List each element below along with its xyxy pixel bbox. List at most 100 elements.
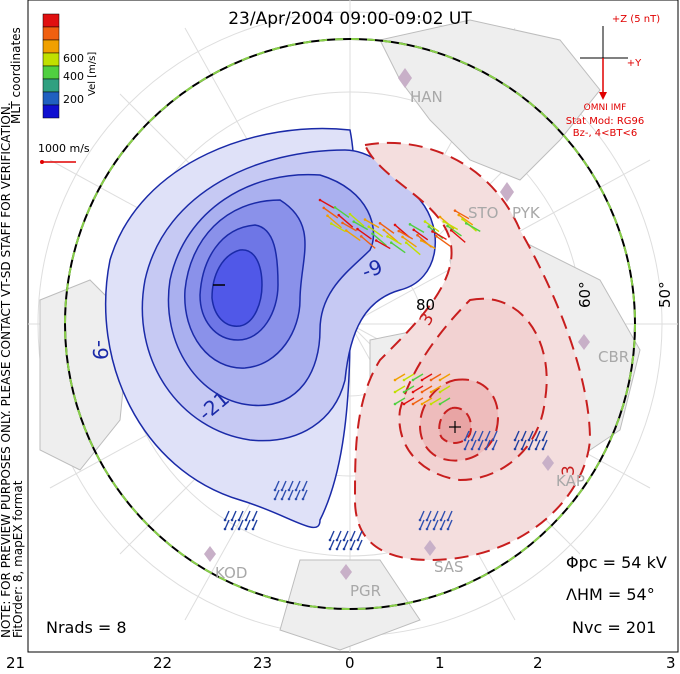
velocity-vector-origin — [393, 378, 397, 382]
velocity-vector-origin — [420, 378, 424, 382]
velocity-vector-origin — [411, 378, 415, 382]
velocity-vector-origin — [404, 241, 408, 245]
velocity-vector-origin — [429, 390, 433, 394]
velocity-vector — [345, 229, 361, 242]
velocity-vector — [450, 229, 466, 243]
velocity-vector — [542, 430, 548, 441]
velocity-vector — [327, 215, 342, 229]
imf-condition: Bz-, 4<BT<6 — [573, 128, 638, 139]
velocity-vector-origin — [328, 547, 332, 551]
velocity-vector-origin — [541, 438, 545, 442]
velocity-vector — [252, 519, 258, 530]
velocity-vector-origin — [335, 538, 339, 542]
colorbar-swatch — [42, 13, 60, 28]
velocity-vector-origin — [484, 438, 488, 442]
velocity-vector — [403, 397, 415, 405]
velocity-vector-origin — [294, 488, 298, 492]
velocity-vector — [390, 242, 406, 254]
velocity-vector — [329, 530, 335, 541]
mlt-label-23: 23 — [253, 654, 272, 672]
velocity-vector-origin — [349, 547, 353, 551]
velocity-vector-origin — [491, 438, 495, 442]
velocity-vector — [471, 430, 477, 441]
lat-label-50: 50° — [656, 281, 674, 308]
velocity-vector — [281, 489, 287, 500]
velocity-vector — [402, 236, 417, 248]
mlt-label-22: 22 — [153, 654, 172, 672]
mlt-label-21: 21 — [6, 654, 25, 672]
velocity-vector — [478, 430, 484, 441]
velocity-vector — [394, 397, 406, 405]
velocity-vector-origin — [397, 229, 401, 233]
velocity-vector — [535, 430, 541, 441]
velocity-vector-origin — [442, 220, 446, 223]
velocity-vector-origin — [464, 222, 468, 225]
velocity-vector — [420, 239, 436, 250]
velocity-vector — [379, 222, 395, 234]
velocity-vector — [430, 373, 442, 381]
velocity-vector — [430, 397, 442, 405]
velocity-vector — [302, 480, 308, 491]
station-label-pgr: PGR — [350, 582, 381, 600]
coordinates-note: MLT coordinates — [9, 27, 23, 124]
velocity-vector — [521, 430, 527, 441]
velocity-vector — [492, 430, 498, 441]
velocity-vector-origin — [408, 223, 412, 226]
velocity-vector-origin — [463, 447, 467, 451]
velocity-vector — [430, 385, 442, 393]
velocity-vector-origin — [349, 538, 353, 542]
lat-label-60: 60° — [576, 281, 594, 308]
stations: HAN STO PYK CBR KAP SAS PGR KOD — [204, 68, 629, 600]
velocity-vector-origin — [438, 390, 442, 394]
velocity-vector — [302, 489, 308, 500]
velocity-vector-origin — [333, 206, 337, 209]
velocity-vector-origin — [420, 402, 424, 406]
scale-vector-label: 1000 m/s — [38, 142, 90, 155]
velocity-vector-origin — [418, 527, 422, 531]
velocity-vector — [426, 510, 432, 521]
velocity-vector — [412, 385, 424, 393]
velocity-vector — [360, 235, 376, 249]
velocity-vector-origin — [449, 229, 453, 232]
velocity-vector-origin — [439, 527, 443, 531]
station-label-kap: KAP — [556, 472, 585, 490]
velocity-vector-origin — [342, 547, 346, 551]
velocity-vector — [368, 226, 384, 238]
velocity-vector — [350, 530, 356, 541]
velocity-vector-origin — [527, 447, 531, 451]
velocity-vector-origin — [402, 390, 406, 394]
velocity-vector — [274, 489, 280, 500]
velocity-vector-origin — [344, 229, 348, 232]
velocity-vector-origin — [393, 390, 397, 394]
velocity-vector-origin — [431, 230, 434, 233]
velocity-vector — [426, 519, 432, 530]
velocity-vector — [338, 214, 354, 228]
dawn-cell — [353, 141, 592, 562]
velocity-vector-origin — [438, 402, 442, 406]
velocity-vector-origin — [371, 232, 374, 235]
colorbar-swatch — [42, 65, 60, 80]
velocity-vector — [387, 235, 402, 246]
velocity-vector — [343, 530, 349, 541]
velocity-vector — [421, 397, 433, 405]
velocity-vector — [372, 233, 387, 247]
station-label-pyk: PYK — [512, 204, 541, 222]
velocity-vector — [447, 225, 462, 237]
station-pyk: PYK — [500, 182, 541, 222]
velocity-vector-origin — [237, 518, 241, 522]
velocity-vector — [439, 397, 451, 405]
velocity-vector-origin — [301, 488, 305, 492]
velocity-vector-origin — [411, 402, 415, 406]
velocity-vector — [295, 489, 301, 500]
velocity-vector-origin — [457, 213, 461, 217]
velocity-vector — [245, 510, 251, 521]
velocity-vector-origin — [425, 527, 429, 531]
station-kap: KAP — [542, 455, 585, 490]
velocity-vector — [514, 430, 520, 441]
velocity-vector-origin — [402, 378, 406, 382]
scale-vector: 1000 m/s — [38, 142, 90, 164]
velocity-vector — [238, 510, 244, 521]
velocity-vector-origin — [348, 212, 352, 216]
velocity-vector-origin — [420, 390, 424, 394]
station-cbr: CBR — [578, 334, 629, 366]
